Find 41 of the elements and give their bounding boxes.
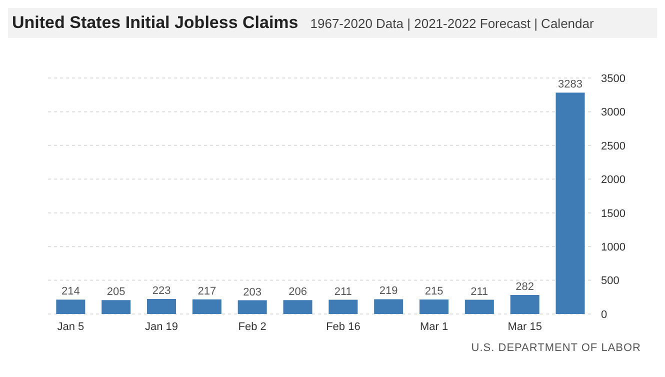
bar: [328, 300, 358, 314]
x-tick-label: Jan 5: [57, 320, 84, 333]
data-label: 219: [379, 285, 398, 298]
y-tick-label: 0: [601, 308, 608, 321]
bar: [556, 92, 585, 314]
data-label: 282: [516, 280, 534, 293]
bar: [420, 300, 449, 314]
x-tick-label: Feb 2: [238, 320, 266, 333]
bar: [283, 300, 312, 314]
x-tick-label: Jan 19: [145, 320, 178, 333]
bar: [192, 299, 222, 314]
data-label: 203: [243, 286, 262, 298]
x-tick-label: Mar 15: [508, 320, 542, 333]
y-tick-label: 2500: [601, 140, 626, 152]
y-tick-label: 3500: [601, 72, 626, 85]
bar: [147, 298, 176, 314]
x-tick-label: Feb 16: [326, 320, 360, 333]
data-label: 217: [198, 285, 216, 298]
y-tick-label: 1000: [601, 241, 626, 254]
y-tick-label: 2000: [601, 174, 626, 186]
data-label: 3283: [558, 78, 582, 91]
bar: [374, 299, 404, 314]
data-label: 206: [288, 286, 307, 298]
data-label: 211: [470, 286, 488, 298]
y-tick-label: 3000: [601, 106, 626, 119]
data-label: 223: [152, 284, 171, 297]
bar: [102, 300, 131, 314]
bar: [56, 300, 86, 314]
bar: [510, 294, 540, 314]
data-label: 211: [334, 286, 352, 298]
data-label: 205: [106, 286, 126, 298]
text: U.S. DEPARTMENT OF LABOR: [471, 342, 641, 354]
chart-title: United States Initial Jobless Claims: [12, 13, 298, 33]
bar: [238, 300, 267, 314]
y-tick-label: 1500: [601, 208, 626, 220]
bar: [464, 300, 494, 314]
chart-subtitle: 1967-2020 Data | 2021-2022 Forecast | Calendar: [310, 16, 594, 30]
y-tick-label: 500: [601, 275, 620, 288]
data-label: 214: [61, 286, 80, 298]
data-label: 215: [424, 286, 444, 298]
x-tick-label: Mar 1: [420, 320, 448, 333]
